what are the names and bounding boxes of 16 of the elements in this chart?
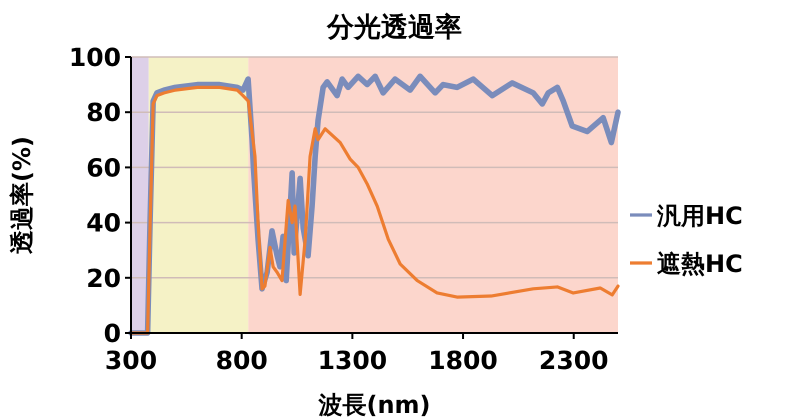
chart-title: 分光透過率: [326, 12, 462, 43]
x-tick-label: 300: [104, 346, 158, 375]
y-tick-label: 60: [86, 153, 121, 182]
legend-label: 汎用HC: [656, 202, 743, 230]
x-axis-title: 波長(nm): [317, 391, 431, 419]
y-tick-label: 40: [86, 208, 121, 238]
x-tick-label: 1800: [428, 346, 498, 375]
x-tick-label: 2300: [538, 346, 609, 375]
x-tick-label: 1300: [318, 346, 388, 375]
legend-label: 遮熱HC: [657, 250, 743, 278]
y-tick-label: 100: [68, 43, 121, 72]
y-tick-label: 80: [86, 98, 121, 128]
y-tick-label: 20: [86, 264, 121, 293]
y-axis-title: 透過率(%): [8, 136, 36, 254]
x-tick-label: 800: [216, 346, 268, 375]
y-tick-label: 0: [104, 319, 121, 348]
